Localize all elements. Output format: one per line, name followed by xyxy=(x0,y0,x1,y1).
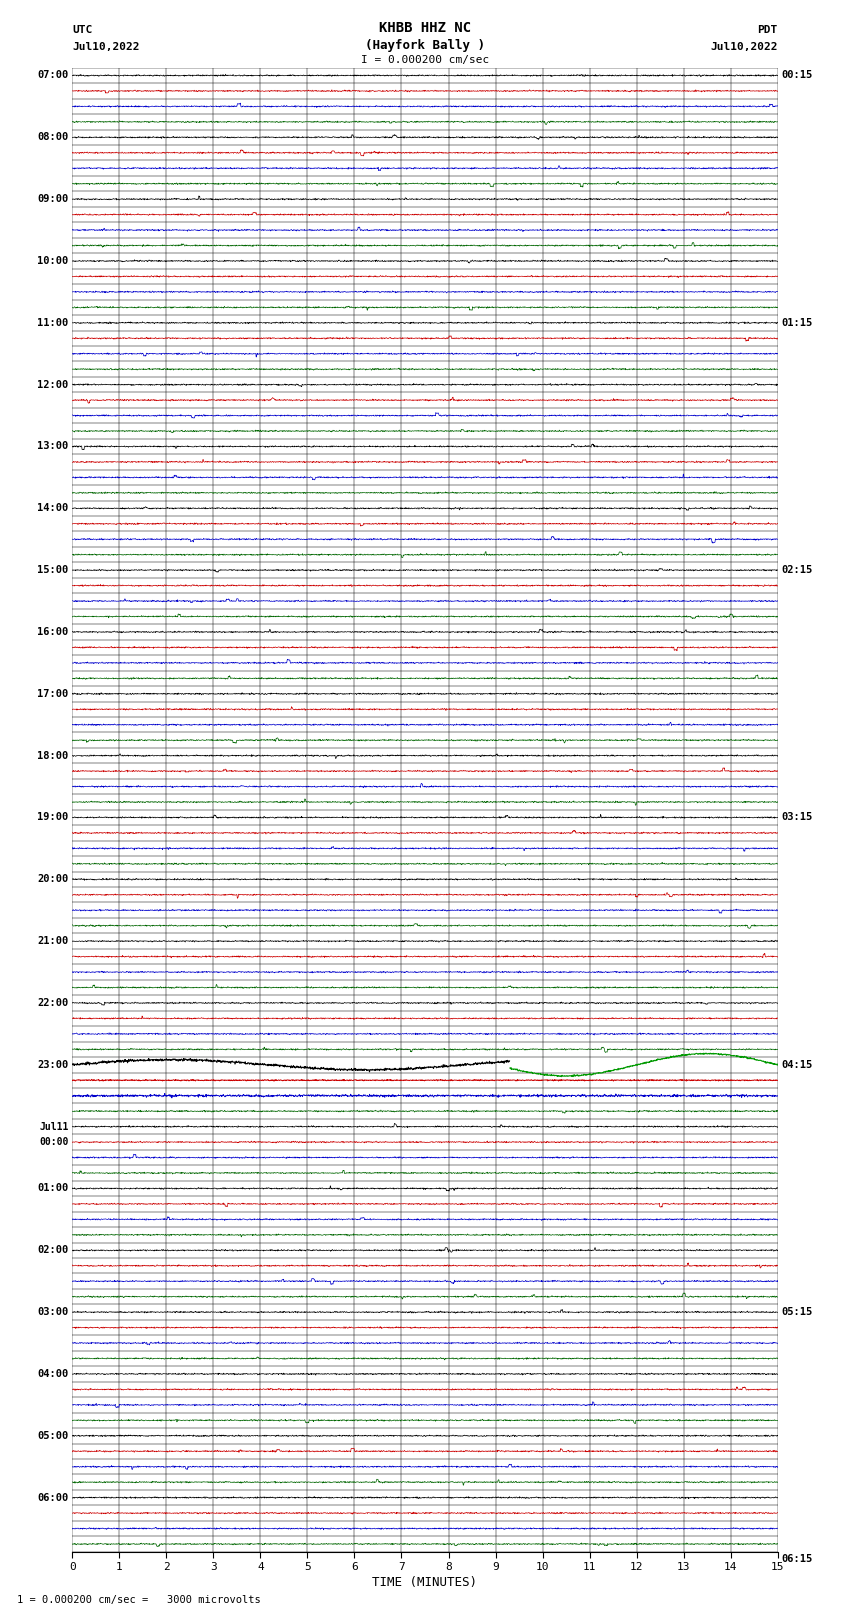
Text: PDT: PDT xyxy=(757,26,778,35)
Text: 17:00: 17:00 xyxy=(37,689,69,698)
Text: 01:15: 01:15 xyxy=(781,318,813,327)
Text: 02:00: 02:00 xyxy=(37,1245,69,1255)
Text: 06:15: 06:15 xyxy=(781,1555,813,1565)
Text: Jul11: Jul11 xyxy=(39,1121,69,1132)
Text: 1 = 0.000200 cm/sec =   3000 microvolts: 1 = 0.000200 cm/sec = 3000 microvolts xyxy=(17,1595,261,1605)
Text: 18:00: 18:00 xyxy=(37,750,69,761)
Text: 05:15: 05:15 xyxy=(781,1307,813,1318)
Text: 11:00: 11:00 xyxy=(37,318,69,327)
Text: 12:00: 12:00 xyxy=(37,379,69,390)
Text: Jul10,2022: Jul10,2022 xyxy=(711,42,778,52)
X-axis label: TIME (MINUTES): TIME (MINUTES) xyxy=(372,1576,478,1589)
Text: (Hayfork Bally ): (Hayfork Bally ) xyxy=(365,39,485,52)
Text: 22:00: 22:00 xyxy=(37,998,69,1008)
Text: 14:00: 14:00 xyxy=(37,503,69,513)
Text: 07:00: 07:00 xyxy=(37,71,69,81)
Text: 00:00: 00:00 xyxy=(39,1137,69,1147)
Text: 01:00: 01:00 xyxy=(37,1184,69,1194)
Text: 21:00: 21:00 xyxy=(37,936,69,947)
Text: Jul10,2022: Jul10,2022 xyxy=(72,42,139,52)
Text: 04:00: 04:00 xyxy=(37,1369,69,1379)
Text: 15:00: 15:00 xyxy=(37,565,69,576)
Text: 02:15: 02:15 xyxy=(781,565,813,576)
Text: 00:15: 00:15 xyxy=(781,71,813,81)
Text: 09:00: 09:00 xyxy=(37,194,69,205)
Text: KHBB HHZ NC: KHBB HHZ NC xyxy=(379,21,471,35)
Text: 06:00: 06:00 xyxy=(37,1492,69,1503)
Text: 16:00: 16:00 xyxy=(37,627,69,637)
Text: UTC: UTC xyxy=(72,26,93,35)
Text: 13:00: 13:00 xyxy=(37,442,69,452)
Text: 10:00: 10:00 xyxy=(37,256,69,266)
Text: I = 0.000200 cm/sec: I = 0.000200 cm/sec xyxy=(361,55,489,65)
Text: 03:15: 03:15 xyxy=(781,813,813,823)
Text: 08:00: 08:00 xyxy=(37,132,69,142)
Text: 04:15: 04:15 xyxy=(781,1060,813,1069)
Text: 05:00: 05:00 xyxy=(37,1431,69,1440)
Text: 23:00: 23:00 xyxy=(37,1060,69,1069)
Text: 20:00: 20:00 xyxy=(37,874,69,884)
Text: 03:00: 03:00 xyxy=(37,1307,69,1318)
Text: 19:00: 19:00 xyxy=(37,813,69,823)
